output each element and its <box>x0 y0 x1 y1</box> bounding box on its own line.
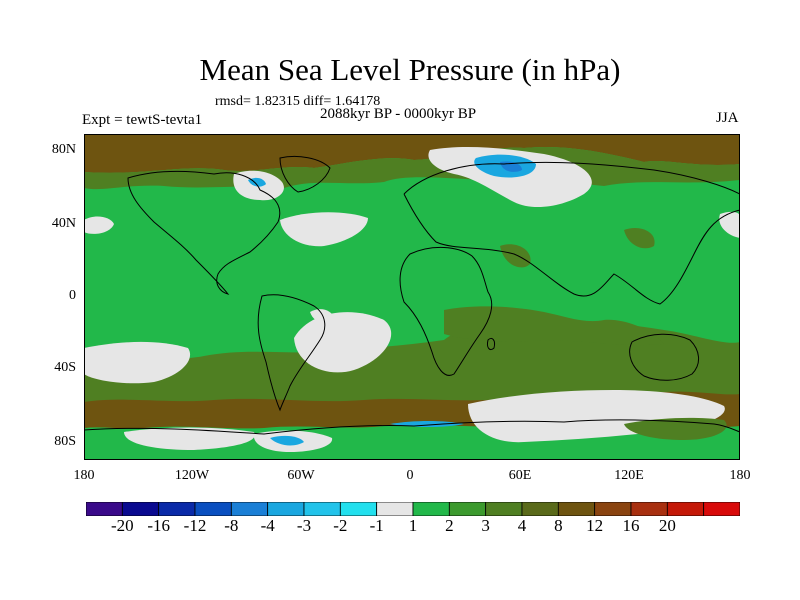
australia-coast <box>629 333 699 381</box>
lat-label-0: 0 <box>69 288 76 303</box>
colorbar-swatch <box>267 502 305 516</box>
lon-label-120e: 120E <box>614 468 644 483</box>
colorbar-label: 16 <box>622 516 640 535</box>
colorbar-label: 12 <box>586 516 604 535</box>
ross-sea-grey-patch <box>124 427 255 450</box>
colorbar-label: -2 <box>333 516 348 535</box>
south-america-grey-patch <box>310 309 334 323</box>
south-atlantic-grey-patch <box>294 312 392 373</box>
colorbar-label: -4 <box>260 516 275 535</box>
lat-label-80n: 80N <box>51 142 76 157</box>
lon-label-60e: 60E <box>508 468 532 483</box>
colorbar-swatch <box>194 502 232 516</box>
colorbar-label: 2 <box>445 516 454 535</box>
lat-label-40s: 40S <box>54 360 76 375</box>
colorbar-swatch <box>557 502 596 516</box>
colorbar-label: -8 <box>224 516 239 535</box>
colorbar-label: -3 <box>296 516 312 535</box>
period-label: 2088kyr BP - 0000kyr BP <box>320 106 477 122</box>
lon-label-0: 0 <box>406 468 414 483</box>
colorbar-swatch <box>376 502 414 516</box>
colorbar-swatch <box>339 502 378 516</box>
arabia-positive-patch <box>500 244 531 268</box>
coastlines <box>84 155 740 435</box>
eurasia-coast <box>403 161 740 305</box>
asia-positive-patch <box>624 227 655 249</box>
colorbar-swatch <box>448 502 487 516</box>
greenland-coast <box>279 155 331 193</box>
south-dark-green-band <box>84 320 740 406</box>
colorbar-label: -1 <box>369 516 384 535</box>
colorbar-swatch <box>666 502 705 516</box>
lat-label-40n: 40N <box>51 216 76 231</box>
colorbar-label: 4 <box>517 516 527 535</box>
season-label: JJA <box>716 110 739 126</box>
colorbar <box>86 502 740 516</box>
pressure-map <box>84 134 740 460</box>
colorbar-swatch <box>412 502 450 516</box>
colorbar-label: 20 <box>658 516 676 535</box>
colorbar-swatch <box>485 502 523 516</box>
colorbar-swatch <box>86 502 123 516</box>
colorbar-swatch <box>521 502 559 516</box>
lon-label-120w: 120W <box>174 468 210 483</box>
colorbar-label: 3 <box>481 516 490 535</box>
experiment-label: Expt = tewtS-tevta1 <box>82 112 203 128</box>
colorbar-swatch <box>121 502 160 516</box>
map-title: Mean Sea Level Pressure (in hPa) <box>199 52 621 87</box>
colorbar-label: -20 <box>110 516 134 535</box>
map-frame <box>84 134 740 460</box>
antarctica-coast <box>84 419 740 435</box>
arctic-positive-band <box>84 134 740 173</box>
lon-label-180e: 180 <box>729 468 751 483</box>
lat-label-80s: 80S <box>54 434 76 449</box>
east-pacific-grey-patch <box>719 211 740 238</box>
colorbar-label: -12 <box>183 516 207 535</box>
lon-label-180w: 180 <box>73 468 95 483</box>
colorbar-label: 1 <box>408 516 418 535</box>
tropical-dark-green-patch <box>444 306 664 346</box>
colorbar-label: 8 <box>554 516 563 535</box>
lon-label-60w: 60W <box>287 468 315 483</box>
colorbar-swatch <box>594 502 632 516</box>
north-america-coast <box>127 170 281 295</box>
weddell-sea-blue-patch <box>270 435 304 446</box>
colorbar-swatch <box>230 502 269 516</box>
colorbar-label: -16 <box>147 516 170 535</box>
rmsd-diff-stats: rmsd= 1.82315 diff= 1.64178 <box>215 94 381 109</box>
colorbar-swatch <box>158 502 196 516</box>
africa-coast <box>399 246 493 376</box>
colorbar-swatch <box>703 502 740 516</box>
north-atlantic-grey-patch <box>280 212 368 247</box>
madagascar-coast <box>487 337 495 351</box>
southeast-pacific-grey-patch <box>84 341 191 384</box>
colorbar-swatch <box>630 502 668 516</box>
colorbar-swatch <box>303 502 341 516</box>
north-pacific-grey-patch <box>84 216 114 234</box>
south-america-coast <box>257 294 326 412</box>
